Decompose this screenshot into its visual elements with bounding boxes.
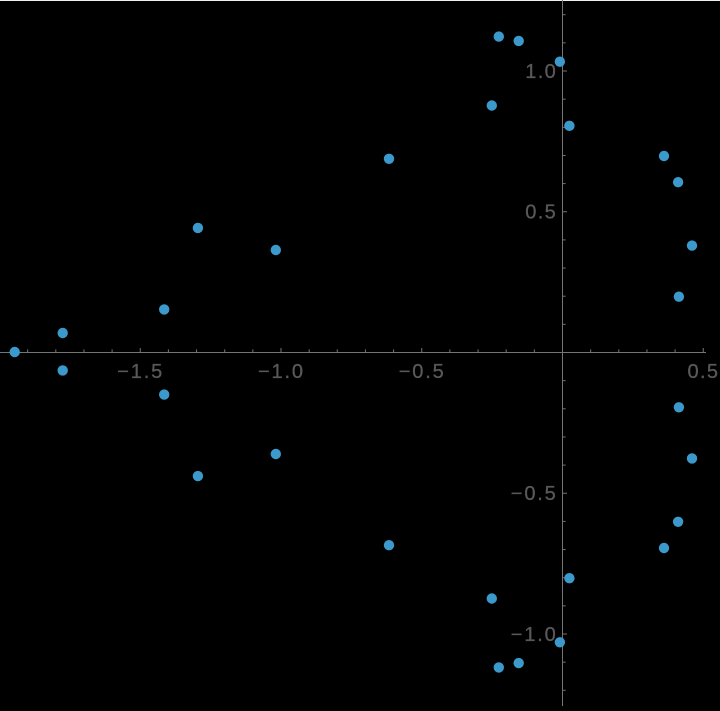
svg-text:−1.0: −1.0 <box>258 361 303 383</box>
svg-text:0.5: 0.5 <box>688 361 719 383</box>
svg-text:−0.5: −0.5 <box>511 483 556 505</box>
svg-text:−0.5: −0.5 <box>399 361 444 383</box>
svg-text:1.0: 1.0 <box>525 61 556 83</box>
svg-text:−1.0: −1.0 <box>511 624 556 646</box>
svg-text:−1.5: −1.5 <box>117 361 162 383</box>
svg-text:0.5: 0.5 <box>525 202 556 224</box>
